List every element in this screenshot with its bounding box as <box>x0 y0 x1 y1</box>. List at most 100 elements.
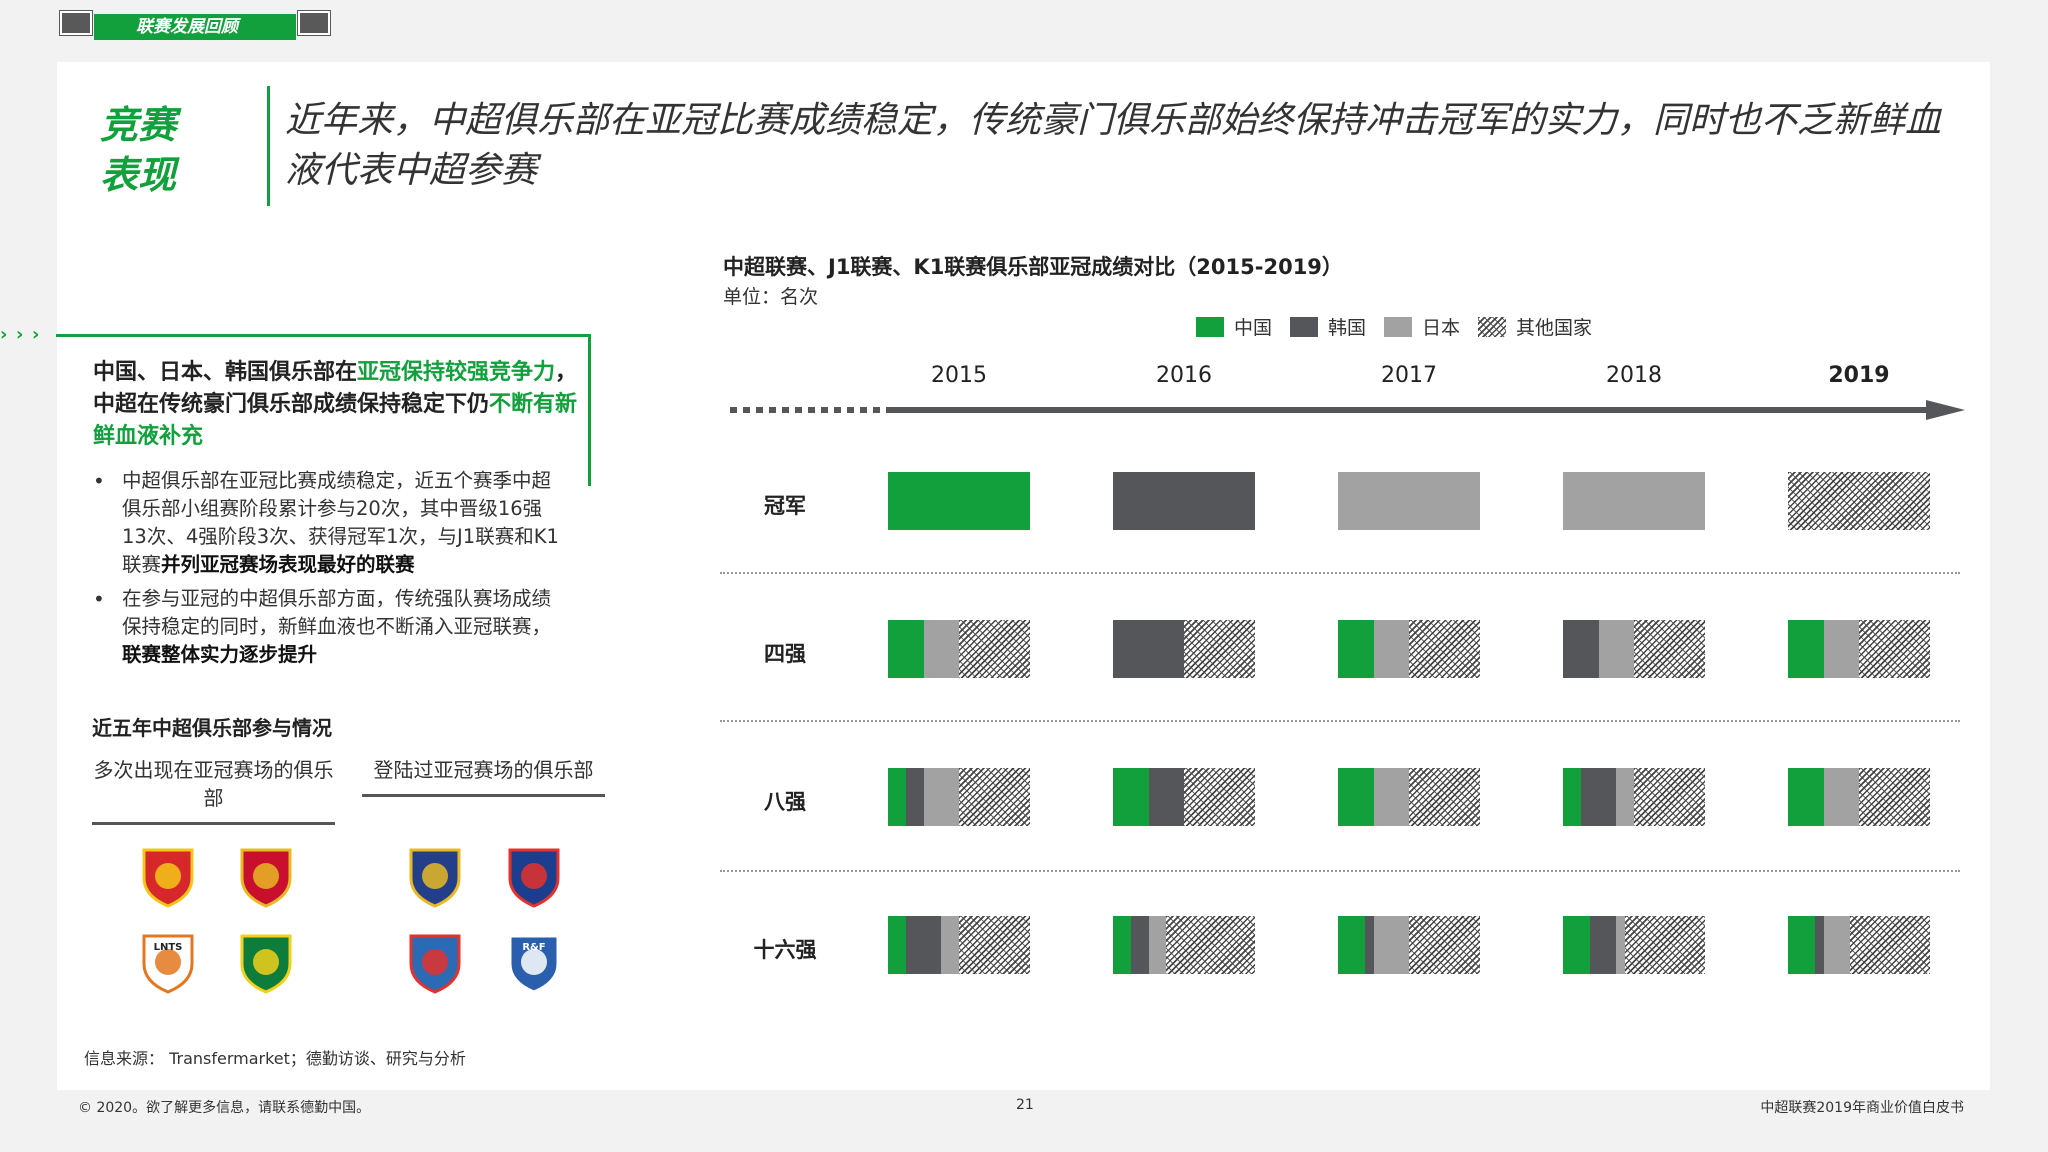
bar-segment-kr <box>1113 620 1184 678</box>
bar-segment-ot <box>959 620 1030 678</box>
stage-bar-2019 <box>1788 472 1930 530</box>
stage-bar-2017 <box>1338 472 1480 530</box>
stage-label: 八强 <box>764 790 806 814</box>
stage-label: 十六强 <box>753 938 817 962</box>
bar-segment-cn <box>1788 916 1815 974</box>
shanghai-sipg-badge <box>240 848 292 908</box>
svg-text:R&F: R&F <box>522 942 545 953</box>
bar-segment-ot <box>1859 768 1930 826</box>
bar-segment-kr <box>1814 916 1824 974</box>
row-separator <box>720 870 1960 872</box>
stage-bar-2015 <box>888 620 1030 678</box>
bar-segment-ot <box>959 916 1030 974</box>
bar-segment-jp <box>1338 472 1480 530</box>
bar-segment-kr <box>1130 916 1149 974</box>
participation-title: 近五年中超俱乐部参与情况 <box>92 716 332 740</box>
column-heading-appeared: 登陆过亚冠赛场的俱乐部 <box>362 756 605 797</box>
bar-segment-cn <box>1338 620 1374 678</box>
bar-segment-jp <box>923 620 959 678</box>
year-label-2019: 2019 <box>1828 363 1890 388</box>
stage-bar-2018 <box>1563 916 1705 974</box>
stage-label: 冠军 <box>764 494 806 518</box>
bar-segment-cn <box>888 916 906 974</box>
stage-bar-2019 <box>1788 620 1930 678</box>
bar-segment-jp <box>1563 472 1705 530</box>
legend-label: 日本 <box>1422 317 1461 339</box>
bar-segment-cn <box>1563 916 1590 974</box>
stage-bar-2017 <box>1338 620 1480 678</box>
jiangsu-suning-badge <box>409 848 461 908</box>
bar-segment-jp <box>1148 916 1167 974</box>
legend-swatch-china <box>1196 316 1224 337</box>
legend-swatch-other <box>1478 316 1507 337</box>
bar-segment-kr <box>905 768 924 826</box>
section-tab: 联赛发展回顾 <box>59 5 331 40</box>
stage-bar-2015 <box>888 768 1030 826</box>
bar-segment-cn <box>1338 916 1365 974</box>
bar-segment-jp <box>1373 620 1409 678</box>
bar-segment-cn <box>888 768 906 826</box>
source-note: 信息来源： Transfermarket；德勤访谈、研究与分析 <box>84 1049 466 1068</box>
legend-label: 其他国家 <box>1516 317 1593 339</box>
tab-decoration-left <box>59 10 93 36</box>
legend-item-korea: 韩国 <box>1290 313 1366 340</box>
bar-segment-ot <box>1625 916 1705 974</box>
bar-segment-jp <box>1823 916 1851 974</box>
footer-report-title: 中超联赛2019年商业价值白皮书 <box>1760 1100 1964 1116</box>
svg-text:LNTS: LNTS <box>154 942 183 953</box>
bar-segment-ot <box>1166 916 1255 974</box>
stage-bar-2015 <box>888 472 1030 530</box>
bar-segment-jp <box>1373 768 1409 826</box>
stage-bar-2019 <box>1788 768 1930 826</box>
bar-segment-ot <box>1788 472 1930 530</box>
bar-segment-cn <box>1113 768 1149 826</box>
row-separator <box>720 572 1960 574</box>
bar-segment-ot <box>1409 620 1480 678</box>
stage-bar-2016 <box>1113 620 1255 678</box>
legend-item-japan: 日本 <box>1384 313 1460 340</box>
shanghai-shenhua-badge <box>508 848 560 908</box>
timeline-arrow <box>730 400 1965 420</box>
bullet-text: 中超俱乐部在亚冠比赛成绩稳定，近五个赛季中超俱乐部小组赛阶段累计参与20次，其中… <box>122 469 559 576</box>
lead-highlight-2: 不断有新鲜血液补充 <box>93 392 578 449</box>
stage-bar-2015 <box>888 916 1030 974</box>
row-separator <box>720 720 1960 722</box>
bullet-bold: 并列亚冠赛场表现最好的联赛 <box>161 553 415 576</box>
stage-bar-2017 <box>1338 768 1480 826</box>
headline-keyword: 竞赛表现 <box>100 103 177 197</box>
column-heading-frequent: 多次出现在亚冠赛场的俱乐部 <box>92 756 335 825</box>
chart-unit: 单位：名次 <box>723 286 819 308</box>
bar-segment-cn <box>1563 768 1581 826</box>
liaoning-badge: LNTS <box>142 934 194 994</box>
bar-segment-kr <box>1589 916 1617 974</box>
bar-segment-ot <box>959 768 1030 826</box>
bar-segment-kr <box>1148 768 1184 826</box>
bar-segment-cn <box>1338 768 1374 826</box>
year-label-2016: 2016 <box>1156 363 1212 388</box>
stage-bar-2018 <box>1563 472 1705 530</box>
bar-segment-ot <box>1409 768 1480 826</box>
footer-copyright: © 2020。欲了解更多信息，请联系德勤中国。 <box>78 1100 371 1116</box>
bar-segment-jp <box>1373 916 1409 974</box>
bullet-list: 中超俱乐部在亚冠比赛成绩稳定，近五个赛季中超俱乐部小组赛阶段累计参与20次，其中… <box>93 467 563 675</box>
bar-segment-jp <box>1823 768 1859 826</box>
bar-segment-ot <box>1184 620 1255 678</box>
bar-segment-ot <box>1634 768 1705 826</box>
chart-title: 中超联赛、J1联赛、K1联赛俱乐部亚冠成绩对比（2015-2019） <box>723 255 1343 279</box>
bar-segment-jp <box>1823 620 1859 678</box>
legend-label: 韩国 <box>1328 317 1367 339</box>
tianjin-teda-badge <box>409 934 461 994</box>
bar-segment-ot <box>1634 620 1705 678</box>
callout-line <box>56 334 591 337</box>
legend-item-other: 其他国家 <box>1478 313 1592 340</box>
year-label-2018: 2018 <box>1606 363 1662 388</box>
headline-text: 近年来，中超俱乐部在亚冠比赛成绩稳定，传统豪门俱乐部始终保持冲击冠军的实力，同时… <box>285 100 1942 191</box>
legend-item-china: 中国 <box>1196 313 1272 340</box>
stage-bar-2016 <box>1113 916 1255 974</box>
lead-part-3: ，中超在传统豪门俱乐部成绩保持稳定下仍 <box>93 360 578 417</box>
bar-segment-kr <box>1563 620 1599 678</box>
bar-segment-jp <box>941 916 959 974</box>
stage-bar-2016 <box>1113 472 1255 530</box>
bullet-text: 在参与亚冠的中超俱乐部方面，传统强队赛场成绩保持稳定的同时，新鲜血液也不断涌入亚… <box>122 587 552 638</box>
legend-swatch-korea <box>1290 316 1319 337</box>
